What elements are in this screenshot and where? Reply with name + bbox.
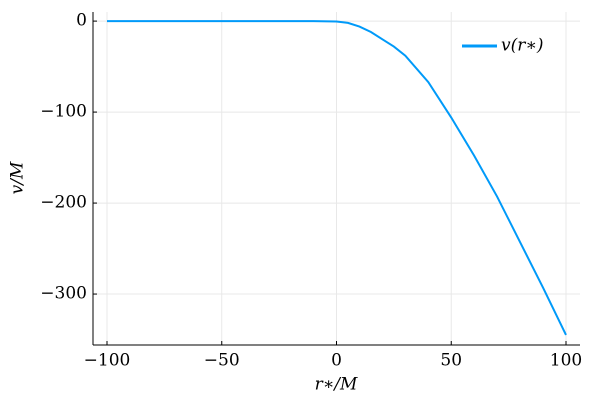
y-axis-label: v/M <box>8 161 28 194</box>
x-axis-label: r∗/M <box>315 375 358 395</box>
y-tick-label: 0 <box>76 11 87 31</box>
y-tick-label: −300 <box>40 284 87 304</box>
y-tick-label: −200 <box>40 193 87 213</box>
x-tick-label: 0 <box>331 351 342 371</box>
x-tick-label: −50 <box>204 351 240 371</box>
series-line <box>107 20 567 336</box>
y-tick-label: −100 <box>40 102 87 122</box>
x-tick-label: 100 <box>550 351 582 371</box>
legend-label: v(r∗) <box>501 36 544 56</box>
x-tick-label: 50 <box>440 351 462 371</box>
x-tick-label: −100 <box>84 351 131 371</box>
